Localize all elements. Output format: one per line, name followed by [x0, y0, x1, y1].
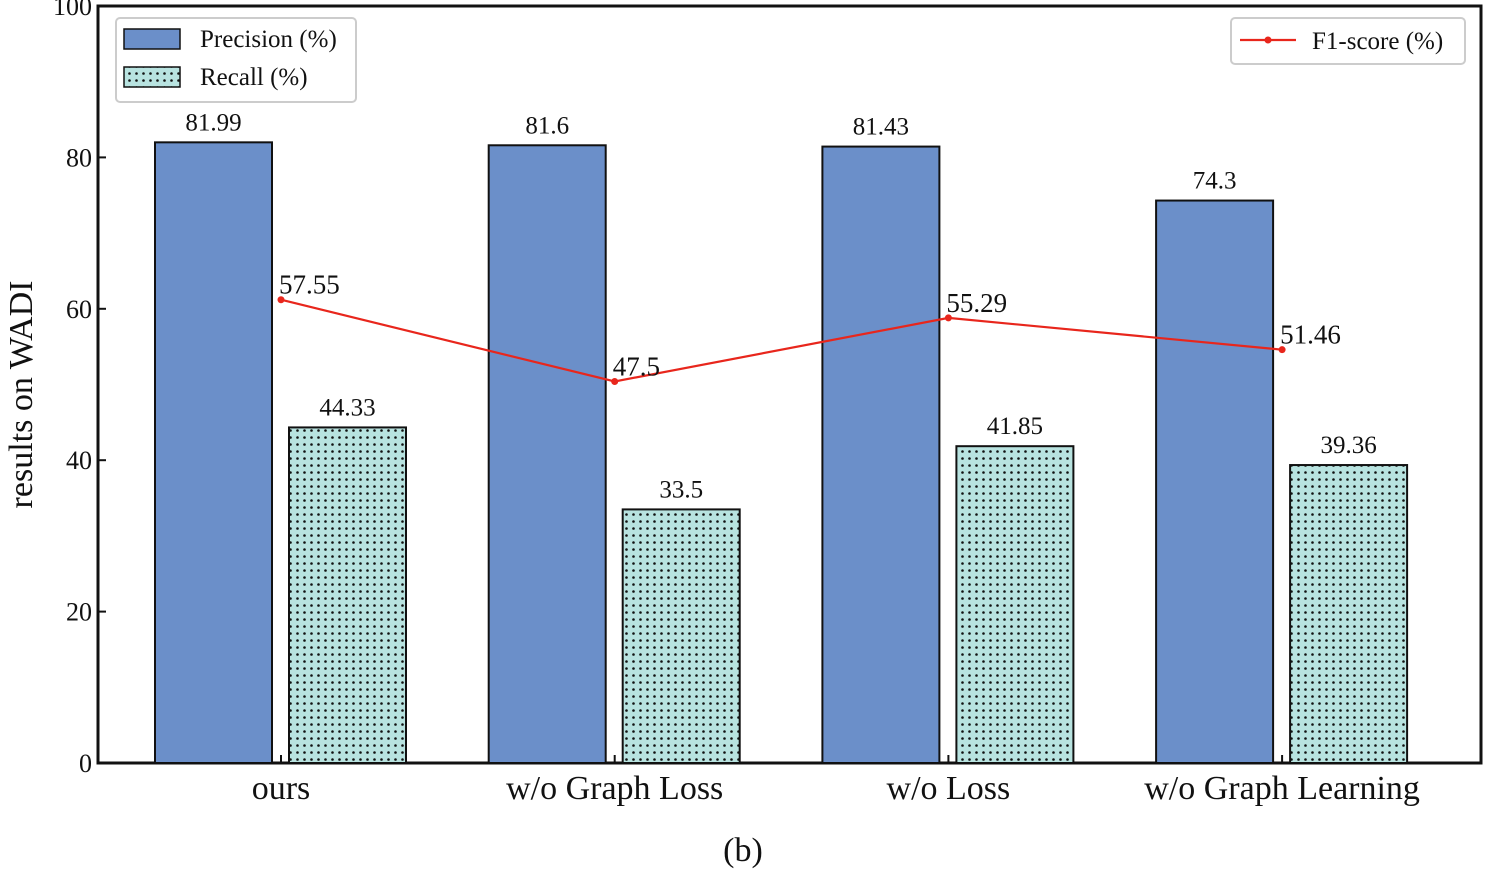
- precision-bar: [487, 144, 607, 764]
- f1-value-label: 57.55: [279, 270, 340, 300]
- f1-line: [277, 296, 1286, 385]
- recall-value-label: 41.85: [987, 413, 1043, 440]
- data-labels: 81.99 81.6 81.43 74.3 44.33 33.5 41.85 39.36 57.…: [185, 109, 1376, 503]
- legend-swatch: [123, 28, 181, 50]
- axes: 0 20 40 60 80 100 results on WADI ours w/o Graph…: [3, 0, 1483, 807]
- f1-point: [277, 296, 285, 304]
- legend-marker: [1264, 36, 1272, 44]
- bars: [154, 141, 1409, 765]
- recall-value-label: 39.36: [1320, 432, 1376, 459]
- precision-value-label: 81.43: [853, 114, 909, 141]
- plot-frame: [96, 4, 1483, 765]
- y-tick-label: 100: [53, 0, 92, 21]
- precision-bar: [821, 145, 941, 765]
- x-tick-label: w/o Graph Learning: [1144, 770, 1420, 807]
- recall-bar: [621, 508, 741, 764]
- recall-value-label: 44.33: [319, 394, 375, 421]
- precision-value-label: 81.6: [525, 112, 569, 139]
- y-tick-label: 60: [66, 295, 92, 324]
- y-tick-label: 80: [66, 143, 92, 172]
- y-tick-label: 20: [66, 598, 92, 627]
- legend-label: Recall (%): [200, 64, 308, 91]
- x-tick-label: w/o Graph Loss: [506, 770, 723, 807]
- f1-value-label: 47.5: [613, 351, 660, 381]
- y-tick-label: 40: [66, 446, 92, 475]
- recall-bar: [1289, 464, 1409, 764]
- precision-bar: [1155, 199, 1275, 764]
- legends: Precision (%) Recall (%) F1-score (%): [115, 17, 1466, 103]
- recall-value-label: 33.5: [659, 476, 703, 503]
- y-tick-label: 0: [79, 749, 92, 778]
- f1-value-label: 51.46: [1280, 320, 1341, 350]
- y-axis-label: results on WADI: [3, 281, 40, 509]
- recall-bar: [288, 426, 407, 764]
- x-tick-label: w/o Loss: [887, 770, 1011, 807]
- f1-point: [944, 314, 952, 322]
- legend-label: F1-score (%): [1312, 28, 1443, 55]
- legend-bars: Precision (%) Recall (%): [115, 17, 357, 103]
- recall-bar: [955, 445, 1075, 764]
- legend-line: F1-score (%): [1230, 17, 1466, 65]
- f1-value-label: 55.29: [946, 288, 1007, 318]
- figure-caption: (b): [723, 832, 763, 869]
- precision-value-label: 81.99: [185, 109, 241, 136]
- x-tick-label: ours: [252, 770, 311, 807]
- legend-label: Precision (%): [200, 26, 337, 53]
- legend-swatch: [123, 66, 181, 88]
- f1-series-line: [280, 298, 1283, 383]
- f1-point: [1278, 346, 1286, 354]
- precision-bar: [154, 141, 273, 764]
- f1-point: [611, 377, 619, 385]
- legend-box: [1230, 17, 1466, 65]
- precision-value-label: 74.3: [1193, 168, 1237, 195]
